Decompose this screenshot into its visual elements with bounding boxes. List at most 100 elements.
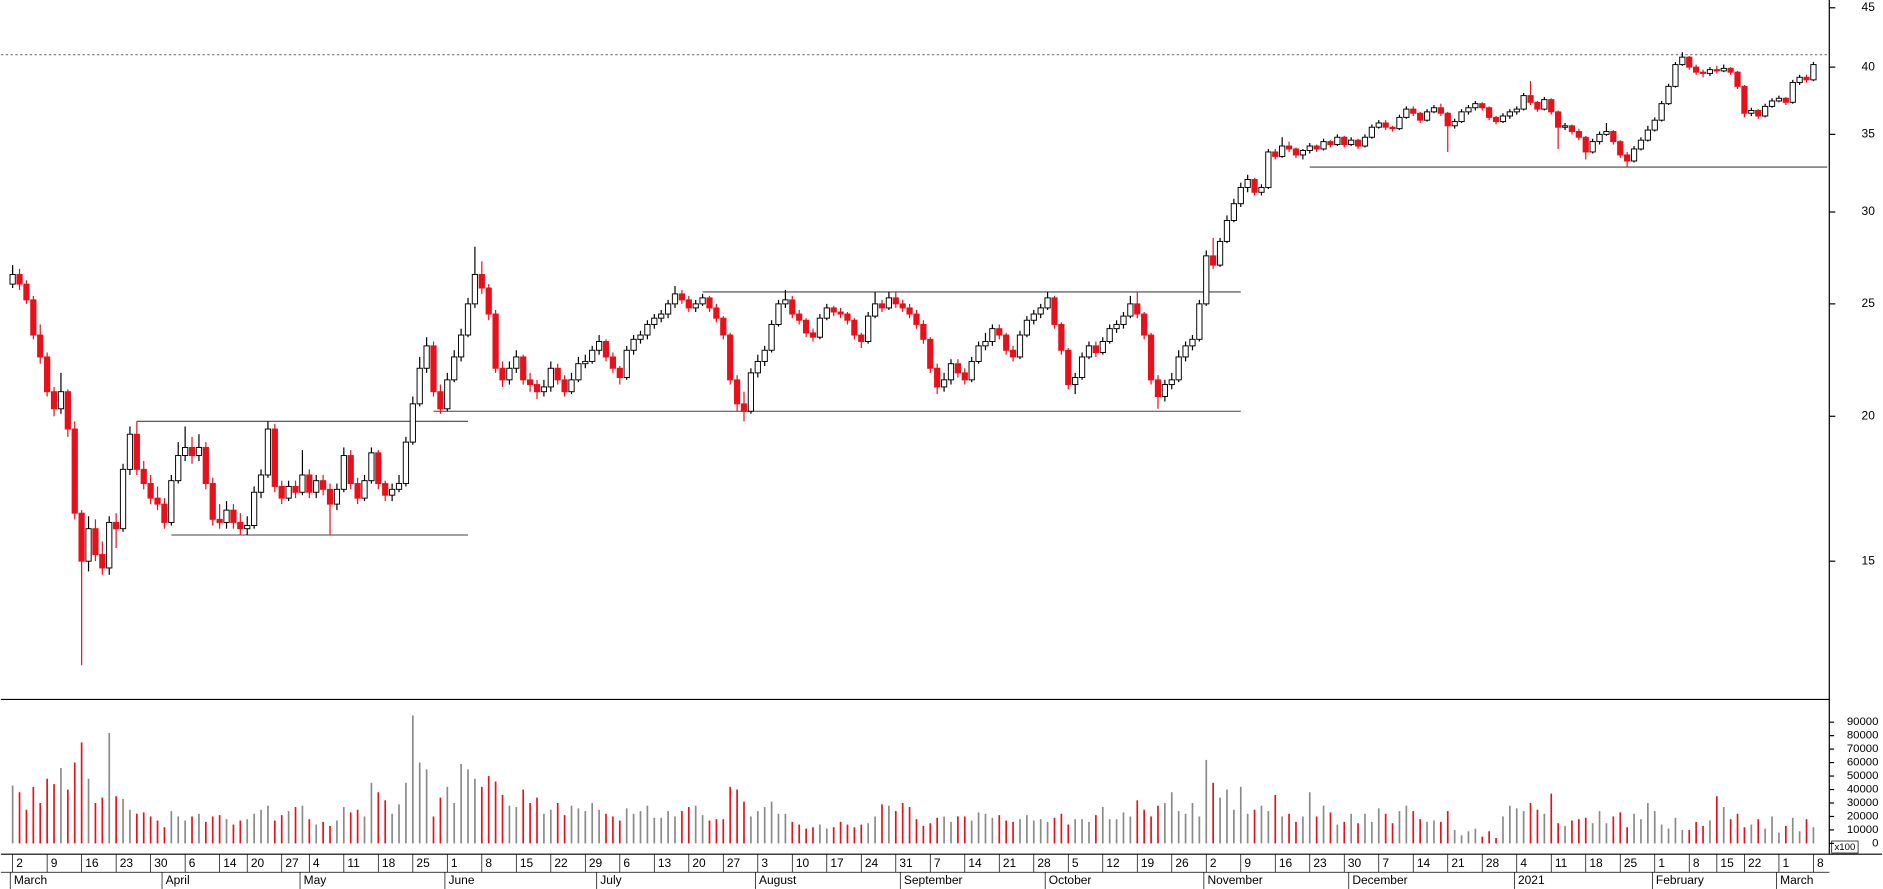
y-tick-label: 25 [1862, 296, 1876, 310]
volume-bar [1522, 811, 1525, 844]
volume-bar [405, 782, 407, 844]
candle-body [388, 488, 396, 496]
x-tick-label: 28 [1486, 856, 1500, 870]
volume-bar [1812, 827, 1815, 844]
x-tick-label: 16 [1279, 856, 1293, 870]
volume-bar [1281, 816, 1284, 844]
volume-bar [1143, 809, 1146, 844]
volume-bar [743, 801, 745, 844]
x-tick-label: 21 [1451, 856, 1465, 870]
volume-bar [1529, 803, 1532, 844]
volume-bar [522, 789, 525, 844]
candle-body [1465, 107, 1472, 113]
candle-body [347, 455, 354, 485]
volume-bar [1419, 819, 1421, 844]
volume-bar [1729, 819, 1732, 844]
x-tick-label: 27 [727, 856, 741, 870]
volume-bar [1129, 816, 1132, 844]
candle-body [699, 297, 706, 305]
candle-body [368, 452, 375, 482]
candle-body [1244, 179, 1251, 188]
candle-body [1279, 145, 1286, 157]
volume-bar [225, 819, 228, 844]
volume-bar [1046, 821, 1049, 844]
candle-body [996, 328, 1003, 336]
candle-body [1348, 139, 1355, 146]
volume-bar [646, 805, 649, 844]
candle-body [1527, 95, 1534, 103]
candle-body [630, 338, 637, 351]
volume-bar [1578, 819, 1580, 844]
x-tick-label: 7 [1382, 856, 1389, 870]
x-tick-label: 10 [796, 856, 810, 870]
candle-body [1106, 328, 1113, 342]
candle-body [713, 307, 720, 319]
candle-body [1603, 131, 1610, 135]
x-tick-label: 9 [1244, 856, 1251, 870]
y-tick-label: 20 [1862, 408, 1876, 422]
volume-bar [46, 778, 48, 844]
candle-body [1486, 107, 1493, 118]
candle-body [57, 391, 65, 410]
x-tick-label: 4 [313, 856, 320, 870]
candle-body [1299, 149, 1306, 156]
volume-bar [1371, 821, 1373, 844]
volume-tick-label: 20000 [1847, 810, 1879, 822]
x-tick-label: 22 [1748, 856, 1762, 870]
x-tick-label: 27 [285, 856, 299, 870]
volume-bar [25, 809, 28, 844]
volume-bar [1274, 794, 1277, 844]
volume-bar [1088, 821, 1090, 844]
candle-body [1320, 141, 1327, 150]
candle-body [1313, 145, 1320, 150]
candle-body [1782, 97, 1789, 103]
candle-body [1037, 307, 1044, 315]
candle-body [326, 488, 334, 505]
candle-body [478, 274, 485, 289]
candle-body [1755, 110, 1762, 117]
volume-bar [881, 804, 883, 844]
candle-body [830, 307, 837, 313]
candle-body [1637, 139, 1645, 150]
candle-body [913, 313, 920, 325]
volume-bar [446, 786, 449, 844]
volume-bar [1426, 821, 1428, 844]
x-tick-label: 20 [251, 856, 265, 870]
candle-body [154, 497, 161, 505]
volume-bar [1219, 797, 1221, 844]
candle-body [1292, 148, 1300, 156]
volume-bar [1784, 825, 1787, 844]
volume-bar [1509, 805, 1511, 844]
candle-body [1630, 148, 1638, 162]
candle-body [230, 509, 237, 523]
volume-bar [867, 823, 870, 844]
candle-body [782, 299, 789, 305]
candle-body [1727, 67, 1734, 73]
y-tick-label: 30 [1862, 204, 1876, 218]
candle-body [727, 334, 734, 381]
volume-bar [1288, 813, 1290, 844]
candle-body [1127, 303, 1134, 317]
volume-bar [515, 807, 518, 844]
candle-body [340, 455, 347, 490]
volume-bar [687, 807, 690, 844]
volume-bar [874, 816, 876, 844]
volume-bar [163, 827, 166, 844]
volume-bar [715, 819, 718, 844]
volume-bar [1253, 809, 1256, 844]
volume-bar [1660, 824, 1663, 844]
candle-body [126, 433, 134, 470]
candle-body [540, 386, 548, 393]
candle-body [457, 334, 465, 358]
candle-body [1154, 379, 1162, 398]
candle-body [609, 356, 617, 369]
volume-bar [1108, 819, 1111, 844]
candle-body [1078, 356, 1086, 378]
y-tick-label: 40 [1862, 59, 1876, 73]
candle-body [1044, 297, 1051, 309]
volume-bar [1584, 817, 1587, 844]
candle-body [802, 319, 810, 334]
volume-bar [660, 817, 663, 844]
candle-body [1444, 112, 1451, 127]
candle-body [1672, 64, 1679, 87]
